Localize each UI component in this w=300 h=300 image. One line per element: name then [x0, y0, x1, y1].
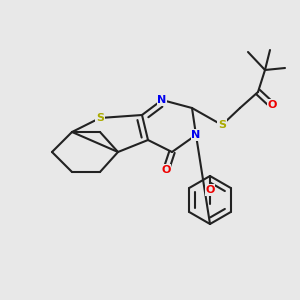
Text: N: N: [191, 130, 201, 140]
Text: S: S: [218, 120, 226, 130]
Text: S: S: [96, 113, 104, 123]
Text: O: O: [205, 185, 215, 195]
Text: O: O: [267, 100, 277, 110]
Text: O: O: [161, 165, 171, 175]
Text: N: N: [158, 95, 166, 105]
